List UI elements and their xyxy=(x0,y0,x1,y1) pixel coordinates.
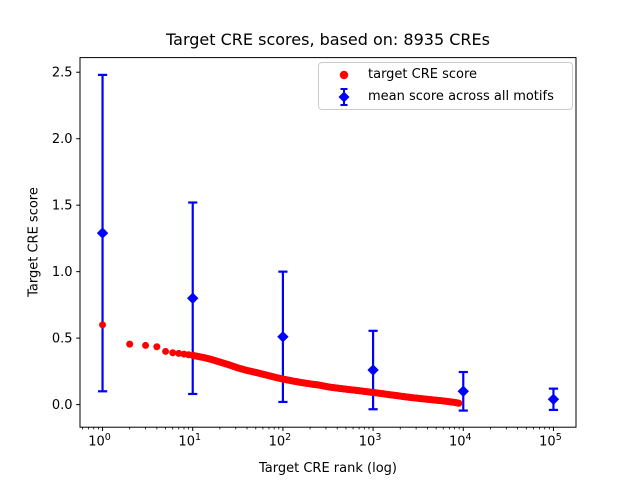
mean-score-diamond xyxy=(277,331,289,343)
red-circle-marker-icon xyxy=(331,69,357,81)
x-tick-label: 102 xyxy=(269,432,292,450)
x-axis-label: Target CRE rank (log) xyxy=(259,461,397,476)
mean-score-diamond xyxy=(187,292,199,304)
x-tick-label: 101 xyxy=(178,432,201,450)
legend-label: mean score across all motifs xyxy=(368,89,554,104)
target-cre-score-point xyxy=(162,347,170,355)
y-axis-label: Target CRE score xyxy=(26,187,42,297)
target-cre-score-point xyxy=(126,340,134,348)
mean-score-diamond xyxy=(457,385,469,398)
y-tick-label: 2.0 xyxy=(52,132,73,147)
x-tick-label: 100 xyxy=(88,432,111,450)
x-tick-label: 103 xyxy=(359,432,382,450)
legend-label: target CRE score xyxy=(368,67,478,82)
y-tick-label: 0.5 xyxy=(52,332,73,347)
target-cre-score-point xyxy=(142,341,150,349)
chart-title: Target CRE scores, based on: 8935 CREs xyxy=(166,30,490,49)
y-tick-label: 2.5 xyxy=(52,66,73,81)
legend-entry-mean-score: mean score across all motifs xyxy=(319,87,572,107)
x-tick-label: 104 xyxy=(449,432,472,450)
y-tick-label: 1.5 xyxy=(52,199,73,214)
blue-diamond-errorbar-marker-icon xyxy=(331,87,357,107)
target-cre-score-point xyxy=(175,349,183,357)
target-cre-score-point xyxy=(153,343,161,351)
plot-border xyxy=(79,57,577,428)
mean-score-diamond xyxy=(367,364,379,376)
x-tick-label: 105 xyxy=(539,432,562,450)
legend: target CRE score mean score across all m… xyxy=(318,62,573,110)
target-cre-score-point xyxy=(455,399,463,407)
target-cre-score-point xyxy=(169,349,177,357)
target-cre-score-point xyxy=(99,321,107,329)
mean-score-diamond xyxy=(96,227,109,239)
legend-entry-target-cre-score: target CRE score xyxy=(319,65,572,85)
mean-score-diamond xyxy=(547,393,560,405)
y-tick-label: 1.0 xyxy=(52,265,73,280)
y-tick-label: 0.0 xyxy=(52,398,73,413)
